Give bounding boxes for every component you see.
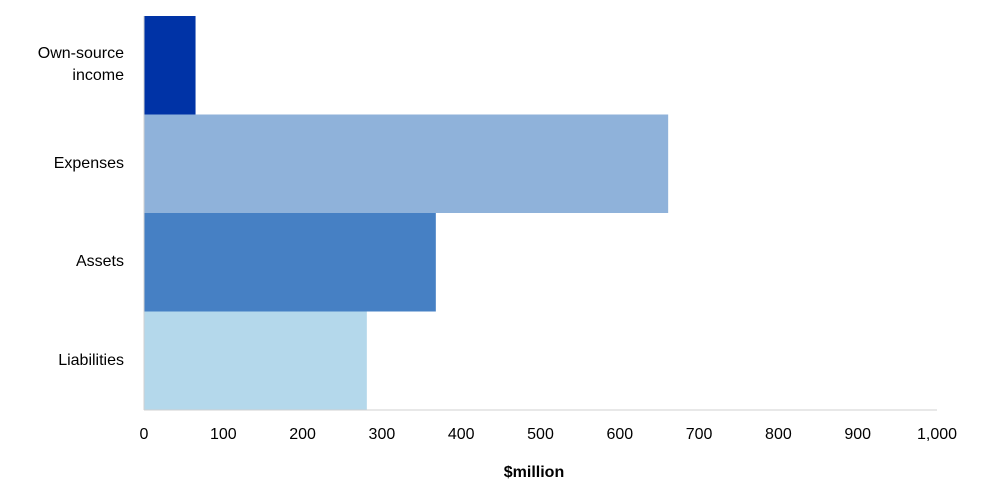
category-label: Own-source income (37, 45, 124, 85)
x-tick-label: 100 (210, 426, 237, 443)
bar (144, 213, 436, 312)
category-label: Liabilities (58, 351, 124, 369)
x-tick-label: 500 (527, 426, 554, 443)
x-tick-label: 900 (844, 426, 871, 443)
x-tick-label: 300 (369, 426, 396, 443)
x-axis-label: $million (504, 464, 564, 481)
x-tick-label: 600 (606, 426, 633, 443)
x-tick-label: 0 (140, 426, 149, 443)
x-tick-label: 1,000 (917, 426, 957, 443)
bar (144, 311, 367, 410)
bar (144, 16, 196, 115)
category-label: Expenses (53, 154, 124, 172)
x-tick-label: 400 (448, 426, 475, 443)
x-tick-label: 200 (289, 426, 316, 443)
x-tick-label: 800 (765, 426, 792, 443)
category-label: Assets (75, 253, 124, 271)
bar (144, 114, 669, 213)
x-tick-label: 700 (686, 426, 713, 443)
